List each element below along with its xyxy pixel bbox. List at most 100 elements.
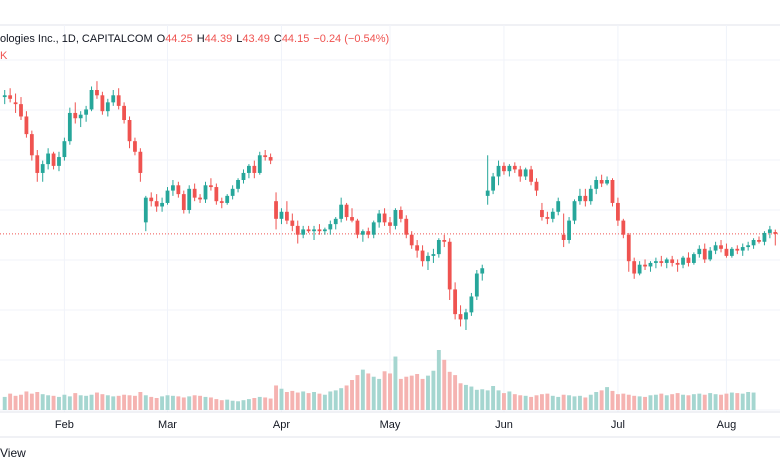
volume-bar xyxy=(35,392,40,410)
open-value: O44.25 xyxy=(156,33,193,45)
volume-bar xyxy=(230,400,235,410)
candle-body xyxy=(57,157,61,166)
candle-body xyxy=(236,180,240,189)
candle-body xyxy=(252,165,257,173)
candle-body xyxy=(599,180,604,184)
candle-body xyxy=(643,264,647,267)
volume-bar xyxy=(306,393,311,410)
volume-bar xyxy=(502,393,506,410)
candle-body xyxy=(464,312,468,320)
candle-body xyxy=(523,169,528,177)
candle-body xyxy=(529,169,533,182)
candle-body xyxy=(556,201,561,212)
volume-bar xyxy=(588,394,593,410)
candle-body xyxy=(398,210,403,219)
volume-bar xyxy=(382,371,387,410)
volume-bar xyxy=(485,390,490,410)
candle-body xyxy=(333,218,338,225)
volume-bar xyxy=(40,394,45,410)
volume-bar xyxy=(268,398,273,410)
candle-body xyxy=(290,220,295,226)
candle-body xyxy=(746,245,751,248)
candle-body xyxy=(567,220,571,240)
candle-body xyxy=(610,180,615,203)
volume-bar xyxy=(632,395,637,410)
volume-bar xyxy=(496,390,501,410)
candle-body xyxy=(203,185,208,200)
candle-body xyxy=(518,169,523,177)
volume-bar xyxy=(366,373,371,410)
candle-body xyxy=(382,213,387,223)
candle-body xyxy=(214,187,219,202)
candle-body xyxy=(105,102,110,112)
volume-bar xyxy=(203,396,208,410)
candle-body xyxy=(154,201,159,207)
symbol-legend: ologies Inc., 1D, CAPITALCOM O44.25 H44.… xyxy=(0,33,389,45)
volume-bar xyxy=(100,394,105,410)
volume-bar xyxy=(643,396,648,410)
volume-bar xyxy=(127,395,132,410)
volume-bar xyxy=(339,388,344,410)
low-value: L43.49 xyxy=(236,33,270,45)
volume-bar xyxy=(447,371,452,410)
volume-bar xyxy=(735,393,740,410)
volume-bar xyxy=(691,394,696,410)
volume-bar xyxy=(713,394,718,410)
volume-bar xyxy=(181,397,186,410)
volume-bar xyxy=(659,393,664,410)
candle-body xyxy=(301,229,306,235)
candle-body xyxy=(2,95,7,98)
volume-bar xyxy=(116,395,121,410)
candle-body xyxy=(317,229,322,232)
volume-bar xyxy=(686,395,691,410)
candle-body xyxy=(138,151,143,173)
volume-bar xyxy=(491,386,496,410)
candle-body xyxy=(409,234,414,246)
volume-bar xyxy=(236,401,241,410)
volume-bar xyxy=(719,394,723,410)
symbol-name: ologies Inc., 1D, CAPITALCOM xyxy=(0,33,153,45)
volume-bar xyxy=(8,393,13,410)
candle-body xyxy=(127,120,132,142)
candle-body xyxy=(404,218,409,235)
volume-bar xyxy=(84,395,89,410)
volume-bar xyxy=(550,395,555,410)
candle-body xyxy=(442,240,447,242)
candle-body xyxy=(458,314,463,320)
candle-body xyxy=(540,210,544,218)
volume-bar xyxy=(67,396,72,410)
volume-bar xyxy=(24,391,29,410)
volume-bar xyxy=(594,392,599,410)
candle-body xyxy=(578,195,582,202)
volume-bar xyxy=(73,393,78,410)
volume-bar xyxy=(187,396,192,410)
volume-bar xyxy=(474,389,479,410)
volume-bar xyxy=(567,395,572,410)
volume-bar xyxy=(312,392,316,410)
candle-body xyxy=(312,229,316,232)
volume-bar xyxy=(170,395,175,410)
candle-body xyxy=(8,95,13,99)
candle-body xyxy=(632,261,637,274)
volume-bar xyxy=(708,393,713,410)
candle-body xyxy=(561,234,566,240)
candle-body xyxy=(724,248,729,256)
volume-bar xyxy=(534,395,539,410)
volume-bar xyxy=(426,375,430,410)
candle-body xyxy=(588,188,593,202)
candle-body xyxy=(187,188,192,210)
candle-body xyxy=(133,141,137,152)
candle-body xyxy=(572,201,577,221)
candle-body xyxy=(355,220,360,235)
footer-text[interactable]: View xyxy=(0,446,26,460)
candle-body xyxy=(767,229,772,233)
candle-body xyxy=(659,261,664,263)
high-value: H44.39 xyxy=(196,33,233,45)
volume-bar xyxy=(610,390,615,410)
candle-body xyxy=(51,153,56,166)
candle-body xyxy=(447,241,452,290)
volume-bar xyxy=(322,394,327,410)
candle-body xyxy=(507,165,512,172)
